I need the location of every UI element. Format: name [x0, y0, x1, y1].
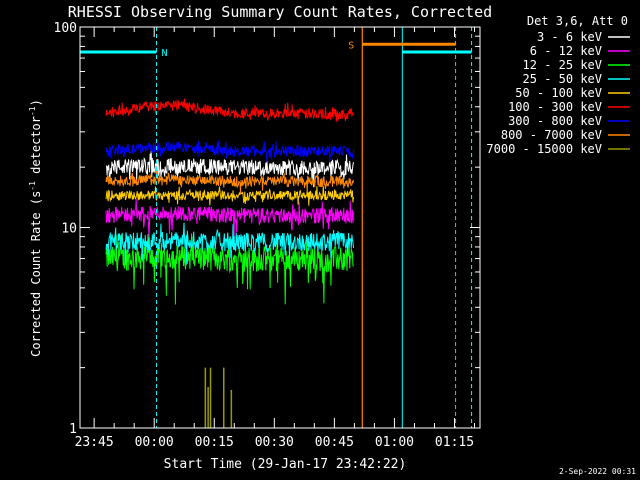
- x-tick-label: 00:00: [135, 435, 174, 450]
- chart-title: RHESSI Observing Summary Count Rates, Co…: [68, 3, 492, 21]
- legend-entry-label: 25 - 50 keV: [523, 72, 602, 86]
- series-line: [105, 222, 354, 265]
- x-tick-label: 00:15: [195, 435, 234, 450]
- series-line: [105, 150, 354, 188]
- series-line: [105, 186, 354, 206]
- y-axis-label-end: ): [29, 99, 43, 106]
- y-axis-label-sup2: -1: [28, 106, 37, 116]
- legend-entry-label: 50 - 100 keV: [515, 86, 602, 100]
- legend-entry-label: 6 - 12 keV: [530, 44, 602, 58]
- legend-entry-label: 7000 - 15000 keV: [486, 142, 602, 156]
- saa-label: S: [348, 40, 354, 51]
- series-line: [105, 98, 354, 122]
- y-tick-label: 10: [61, 222, 77, 237]
- series-line: [105, 169, 354, 194]
- data-layer: [105, 98, 354, 428]
- series-line: [105, 140, 354, 163]
- legend-header: Det 3,6, Att 0: [527, 14, 628, 28]
- axis-layer: 100 10 123:45 00:00 00:15 00:30 00:45 01:00 01:1…: [54, 21, 480, 450]
- legend-entry-label: 12 - 25 keV: [523, 58, 602, 72]
- series-line: [105, 233, 354, 305]
- night-label: N: [161, 48, 167, 59]
- footer-date: 2-Sep-2022 00:31: [559, 467, 636, 476]
- x-tick-label: 00:30: [255, 435, 294, 450]
- y-axis-label-mid: detector: [29, 116, 43, 181]
- legend-entry-label: 800 - 7000 keV: [501, 128, 602, 142]
- y-axis-label-sup1: -1: [28, 181, 37, 191]
- x-tick-label: 01:00: [375, 435, 414, 450]
- x-axis-label: Start Time (29-Jan-17 23:42:22): [164, 457, 407, 472]
- x-tick-label: 23:45: [75, 435, 114, 450]
- x-tick-label: 01:15: [435, 435, 474, 450]
- legend-entry-label: 300 - 800 keV: [508, 114, 602, 128]
- legend-entry-label: 100 - 300 keV: [508, 100, 602, 114]
- legend-entry-label: 3 - 6 keV: [537, 30, 602, 44]
- y-axis-label-main: Corrected Count Rate (s: [29, 191, 43, 357]
- y-tick-label: 100: [54, 21, 77, 36]
- y-axis-label: Corrected Count Rate (s-1 detector-1): [28, 99, 43, 357]
- series-line: [105, 199, 354, 238]
- y-tick-label: 1: [69, 422, 77, 437]
- x-tick-label: 00:45: [315, 435, 354, 450]
